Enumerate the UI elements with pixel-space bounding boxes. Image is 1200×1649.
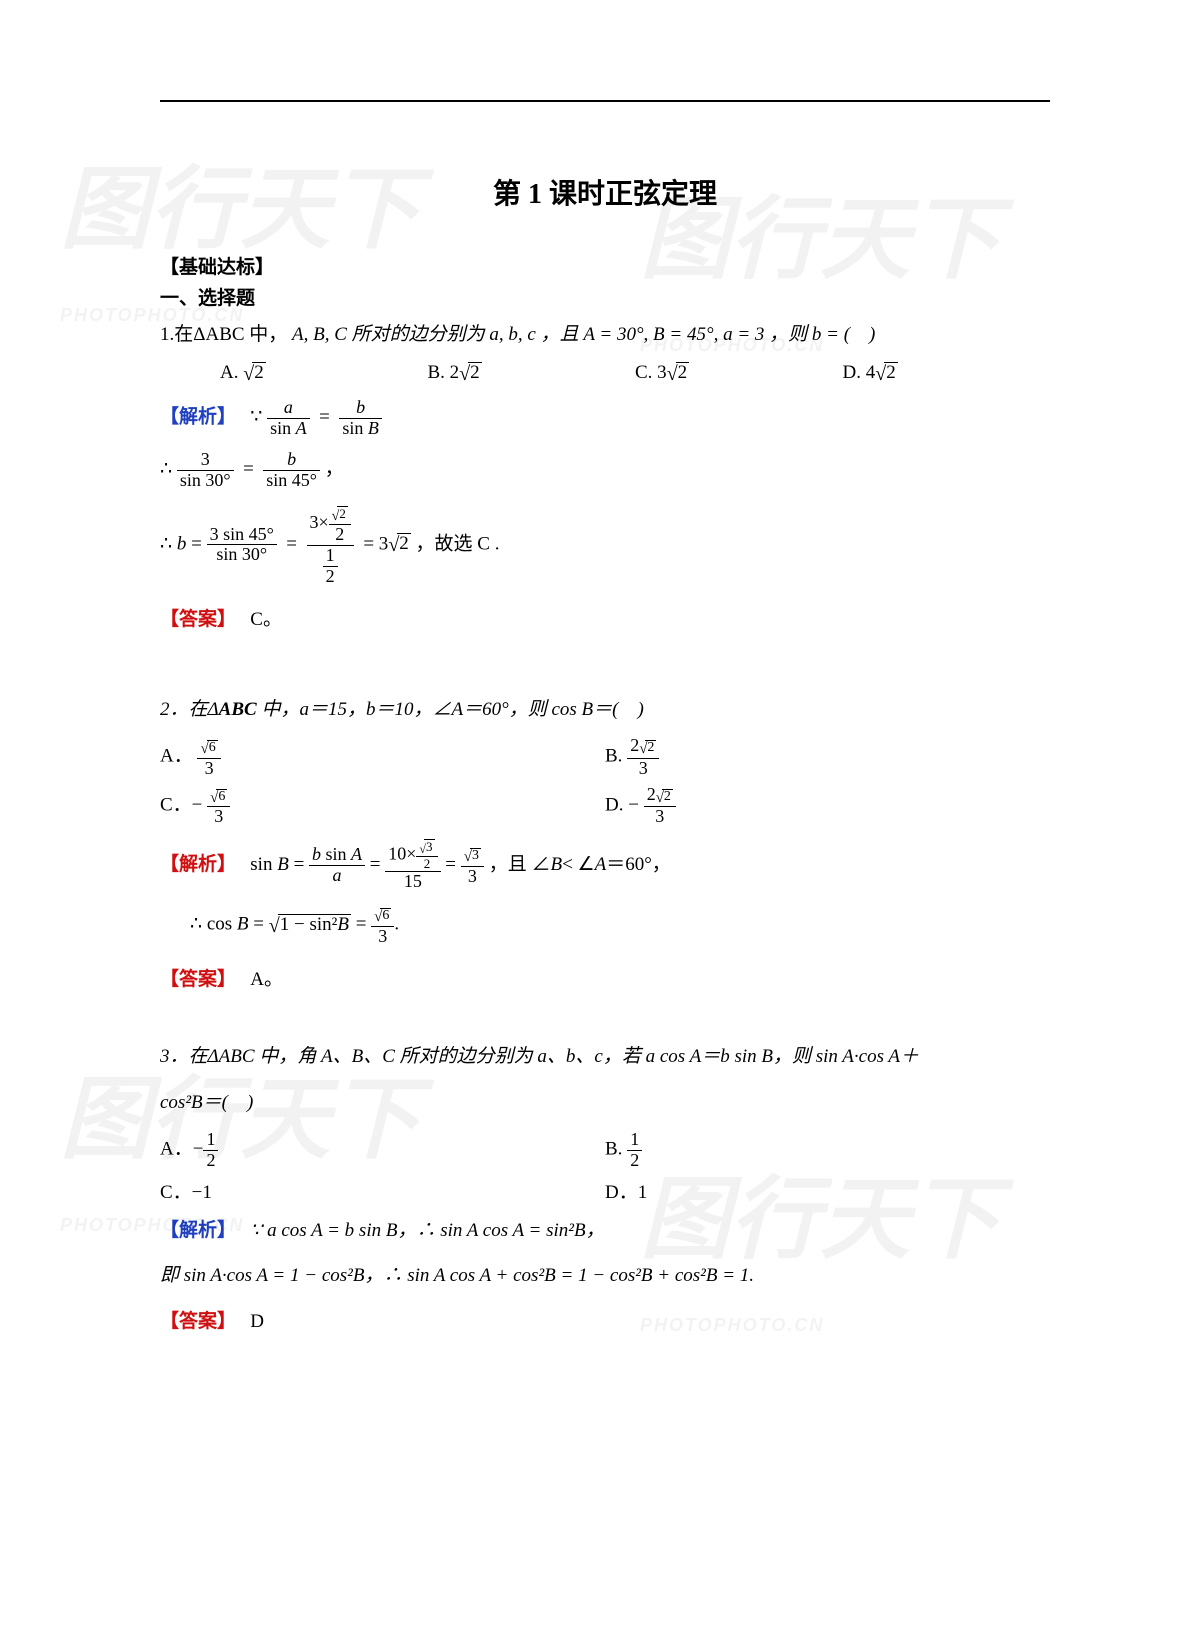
q3-stem-1: 3．在ΔABC 中，角 A、B、C 所对的边分别为 a、b、c，若 a cos … <box>160 1036 1050 1078</box>
label-analysis: 【解析】 <box>160 406 236 427</box>
label-analysis: 【解析】 <box>160 1220 236 1241</box>
q1-solution-3: ∴ b = 3 sin 45°sin 30° = 3×√22 12 = 3√2 … <box>160 503 1050 587</box>
page-title: 第 1 课时正弦定理 <box>160 172 1050 212</box>
q1-opt-b: B. 2√2 <box>428 362 636 386</box>
header-rule <box>160 100 1050 102</box>
section-basic: 【基础达标】 <box>160 252 1050 279</box>
q1-opt-d: D. 4√2 <box>843 362 1051 386</box>
q1-opt-a: A. √2 <box>220 362 428 386</box>
q3-answer: 【答案】 D <box>160 1301 1050 1343</box>
q1-stem: 1.在ΔABC 中， A, B, C 所对的边分别为 a, b, c ，且 A … <box>160 314 1050 356</box>
q3-solution-2: 即 sin A·cos A = 1 − cos²B，∴ sin A cos A … <box>160 1255 1050 1297</box>
q2-solution: 【解析】 sin B = b sin Aa = 10×√32 15 = √33 … <box>160 839 1050 892</box>
q2-options-row1: A． √63 B. 2√23 <box>160 736 1050 778</box>
q2-opt-b: B. 2√23 <box>605 736 1050 778</box>
q2-opt-a: A． √63 <box>160 736 605 778</box>
q2-solution-2: ∴ cos B = √1 − sin²B = √63. <box>190 904 1050 946</box>
q1-opt-c: C. 3√2 <box>635 362 843 386</box>
q3-opt-c: C．−1 <box>160 1177 605 1204</box>
label-analysis: 【解析】 <box>160 854 236 875</box>
q2-opt-d: D. − 2√23 <box>605 785 1050 827</box>
q3-solution-1: 【解析】 ∵ a cos A = b sin B，∴ sin A cos A =… <box>160 1210 1050 1252</box>
q3-stem-2: cos²B＝( ) <box>160 1082 1050 1124</box>
q1-solution: 【解析】 ∵ asin A = bsin B <box>160 398 1050 439</box>
q3-options-row2: C．−1 D．1 <box>160 1177 1050 1204</box>
q2-opt-c: C．− √63 <box>160 785 605 827</box>
q3-options-row1: A．−12 B. 12 <box>160 1130 1050 1171</box>
q3-opt-a: A．−12 <box>160 1130 605 1171</box>
q3-opt-b: B. 12 <box>605 1130 1050 1171</box>
label-answer: 【答案】 <box>160 969 236 990</box>
q3-opt-d: D．1 <box>605 1177 1050 1204</box>
q2-options-row2: C．− √63 D. − 2√23 <box>160 785 1050 827</box>
q2-stem: 2．在ΔABC 中，a＝15，b＝10，∠A＝60°，则 cos B＝( ) <box>160 689 1050 731</box>
label-answer: 【答案】 <box>160 609 236 630</box>
label-answer: 【答案】 <box>160 1311 236 1332</box>
q2-answer: 【答案】 A。 <box>160 959 1050 1001</box>
section-choice: 一、选择题 <box>160 283 1050 310</box>
q1-solution-2: ∴ 3sin 30° = bsin 45° ， <box>160 450 1050 491</box>
q1-options: A. √2 B. 2√2 C. 3√2 D. 4√2 <box>220 362 1050 386</box>
q1-answer: 【答案】 C。 <box>160 599 1050 641</box>
